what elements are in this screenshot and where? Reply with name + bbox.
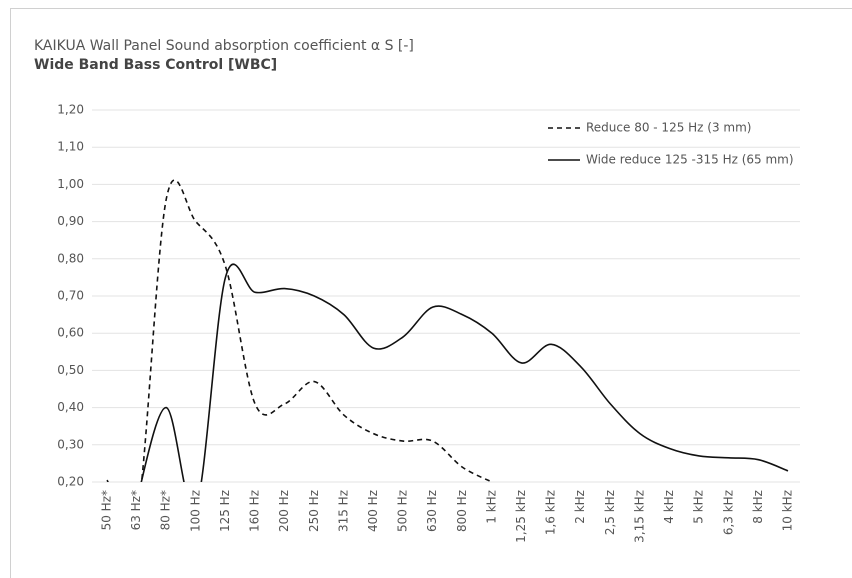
x-tick-label: 1 kHz (484, 490, 498, 524)
x-tick-label: 50 Hz* (100, 490, 114, 530)
x-tick-label: 6,3 kHz (721, 490, 735, 535)
y-tick-label: 0,40 (57, 400, 84, 414)
x-tick-label: 80 Hz* (159, 490, 173, 530)
x-tick-label: 160 Hz (248, 490, 262, 532)
y-tick-label: 1,20 (57, 103, 84, 117)
plot-area (106, 179, 789, 482)
chart-title: KAIKUA Wall Panel Sound absorption coeff… (34, 38, 414, 54)
y-tick-label: 0,20 (57, 475, 84, 489)
x-tick-label: 250 Hz (307, 490, 321, 532)
x-tick-label: 5 kHz (692, 490, 706, 524)
x-tick-label: 10 kHz (781, 490, 795, 531)
y-tick-label: 0,50 (57, 363, 84, 377)
series-line (140, 263, 789, 482)
x-tick-label: 2,5 kHz (603, 490, 617, 535)
x-tick-label: 125 Hz (218, 490, 232, 532)
y-tick-label: 0,30 (57, 437, 84, 451)
x-tick-label: 630 Hz (425, 490, 439, 532)
legend-label: Reduce 80 - 125 Hz (3 mm) (586, 121, 751, 135)
y-tick-label: 0,80 (57, 251, 84, 265)
chart-subtitle: Wide Band Bass Control [WBC] (34, 57, 277, 73)
x-tick-label: 400 Hz (366, 490, 380, 532)
chart-frame (10, 8, 852, 578)
y-tick-label: 1,00 (57, 177, 84, 191)
x-tick-label: 200 Hz (277, 490, 291, 532)
y-tick-label: 0,70 (57, 289, 84, 303)
x-tick-label: 1,6 kHz (544, 490, 558, 535)
x-tick-label: 8 kHz (751, 490, 765, 524)
x-tick-label: 315 Hz (336, 490, 350, 532)
x-tick-label: 4 kHz (662, 490, 676, 524)
y-tick-label: 0,60 (57, 326, 84, 340)
x-tick-label: 63 Hz* (129, 490, 143, 530)
x-tick-label: 100 Hz (188, 490, 202, 532)
x-tick-label: 800 Hz (455, 490, 469, 532)
y-tick-label: 1,10 (57, 140, 84, 154)
x-tick-label: 1,25 kHz (514, 490, 528, 543)
series-line (106, 179, 493, 482)
legend-label: Wide reduce 125 -315 Hz (65 mm) (586, 153, 794, 167)
y-tick-label: 0,90 (57, 214, 84, 228)
x-tick-label: 3,15 kHz (632, 490, 646, 543)
x-tick-label: 500 Hz (396, 490, 410, 532)
x-tick-label: 2 kHz (573, 490, 587, 524)
